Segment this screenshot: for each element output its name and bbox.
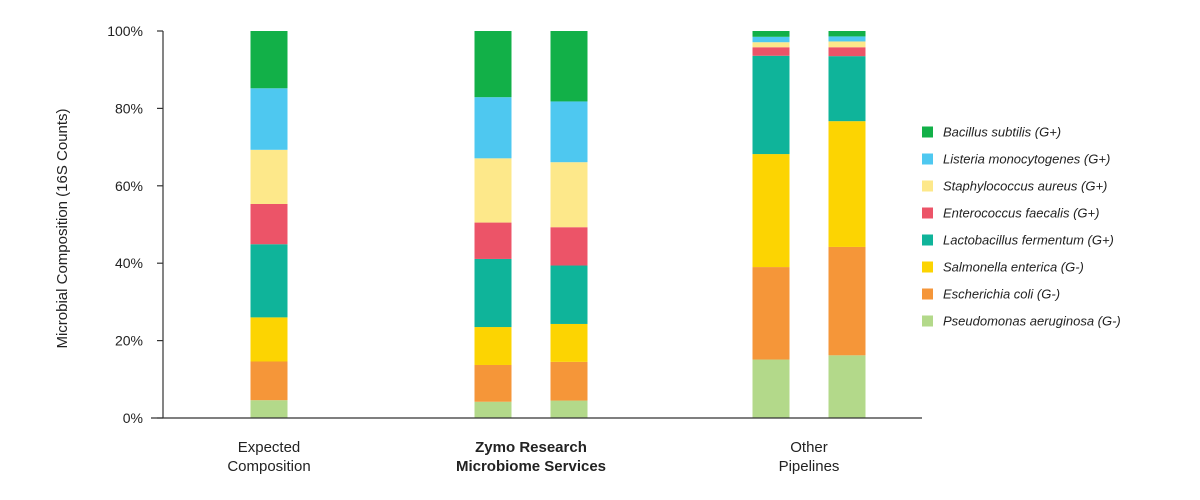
bar-segment: [752, 55, 790, 155]
bar-segment: [250, 203, 288, 245]
legend-item: Escherichia coli (G-): [922, 287, 1060, 302]
axes: 0% 20% 40% 60% 80% 100% Microbial Composition …: [54, 23, 922, 426]
y-tick-label: 80%: [115, 100, 143, 116]
legend-label: Staphylococcus aureus (G+): [943, 179, 1107, 194]
legend-item: Listeria monocytogenes (G+): [922, 152, 1110, 167]
bar-segment: [828, 36, 866, 42]
y-tick-label: 100%: [107, 23, 143, 39]
bar-segment: [550, 361, 588, 401]
group-label-line: Other: [790, 439, 828, 456]
group-label-line: Zymo Research: [475, 439, 587, 456]
bar-segment: [474, 364, 512, 402]
bar-segment: [474, 258, 512, 328]
bar-segment: [828, 47, 866, 57]
legend-item: Salmonella enterica (G-): [922, 260, 1084, 275]
bar-segment: [250, 361, 288, 401]
bar-segment: [752, 267, 790, 360]
bar-segment: [250, 244, 288, 318]
y-tick-label: 40%: [115, 255, 143, 271]
bar-segment: [752, 36, 790, 43]
group-label-line: Expected: [238, 439, 301, 456]
legend-label: Salmonella enterica (G-): [943, 260, 1084, 275]
bar-stack: [828, 31, 866, 418]
bar-segment: [474, 158, 512, 223]
bar-segment: [752, 154, 790, 268]
legend-swatch: [922, 153, 933, 165]
bar-segment: [752, 47, 790, 56]
bar-segment: [828, 121, 866, 247]
bar-segment: [752, 31, 790, 37]
legend-item: Bacillus subtilis (G+): [922, 125, 1061, 140]
bar-segment: [550, 400, 588, 418]
group-label-line: Pipelines: [779, 458, 840, 475]
bar-segment: [250, 31, 288, 89]
bar-segment: [550, 31, 588, 102]
bar-segment: [250, 317, 288, 362]
group-label-line: Microbiome Services: [456, 458, 606, 475]
bar-stack: [474, 31, 512, 418]
legend-swatch: [922, 180, 933, 192]
group-label: Zymo Research Microbiome Services: [456, 439, 606, 475]
bar-segment: [752, 42, 790, 48]
legend-label: Bacillus subtilis (G+): [943, 125, 1061, 140]
legend-label: Pseudomonas aeruginosa (G-): [943, 314, 1121, 329]
bar-segment: [474, 222, 512, 259]
bar-segment: [250, 400, 288, 418]
bar-segment: [250, 88, 288, 150]
bar-segment: [474, 31, 512, 98]
legend-item: Lactobacillus fermentum (G+): [922, 233, 1114, 248]
legend-item: Staphylococcus aureus (G+): [922, 179, 1107, 194]
legend-label: Enterococcus faecalis (G+): [943, 206, 1099, 221]
y-tick-label: 60%: [115, 178, 143, 194]
bar-stack: [752, 31, 790, 418]
bar-segment: [550, 101, 588, 163]
bar-segment: [828, 56, 866, 122]
bar-segment: [828, 31, 866, 37]
bar-segment: [474, 97, 512, 159]
bar-segment: [550, 227, 588, 266]
y-axis-label: Microbial Composition (16S Counts): [54, 108, 71, 348]
group-label: Expected Composition: [227, 439, 310, 475]
bar-segment: [250, 149, 288, 204]
bar-segment: [550, 323, 588, 362]
legend-item: Enterococcus faecalis (G+): [922, 206, 1099, 221]
legend-label: Escherichia coli (G-): [943, 287, 1060, 302]
bar-stack: [550, 31, 588, 418]
legend-swatch: [922, 207, 933, 219]
legend: Bacillus subtilis (G+) Listeria monocytog…: [922, 125, 1121, 329]
legend-swatch: [922, 261, 933, 273]
legend-label: Listeria monocytogenes (G+): [943, 152, 1110, 167]
legend-label: Lactobacillus fermentum (G+): [943, 233, 1114, 248]
y-tick-label: 20%: [115, 333, 143, 349]
bar-segment: [474, 401, 512, 418]
bar-segment: [474, 327, 512, 365]
y-tick-label: 0%: [123, 410, 143, 426]
bar-segment: [828, 355, 866, 418]
group-label-line: Composition: [227, 458, 310, 475]
legend-item: Pseudomonas aeruginosa (G-): [922, 314, 1121, 329]
bar-segment: [550, 162, 588, 228]
legend-swatch: [922, 288, 933, 300]
bar-segment: [828, 246, 866, 356]
group-label: Other Pipelines: [779, 439, 840, 475]
bar-segment: [828, 41, 866, 48]
bar-stack: [250, 31, 288, 418]
legend-swatch: [922, 234, 933, 246]
bar-segment: [752, 359, 790, 418]
legend-swatch: [922, 315, 933, 327]
legend-swatch: [922, 126, 933, 138]
group-labels: Expected Composition Zymo Research Microbio…: [227, 439, 839, 475]
plot-area: [250, 31, 866, 418]
bar-segment: [550, 265, 588, 324]
